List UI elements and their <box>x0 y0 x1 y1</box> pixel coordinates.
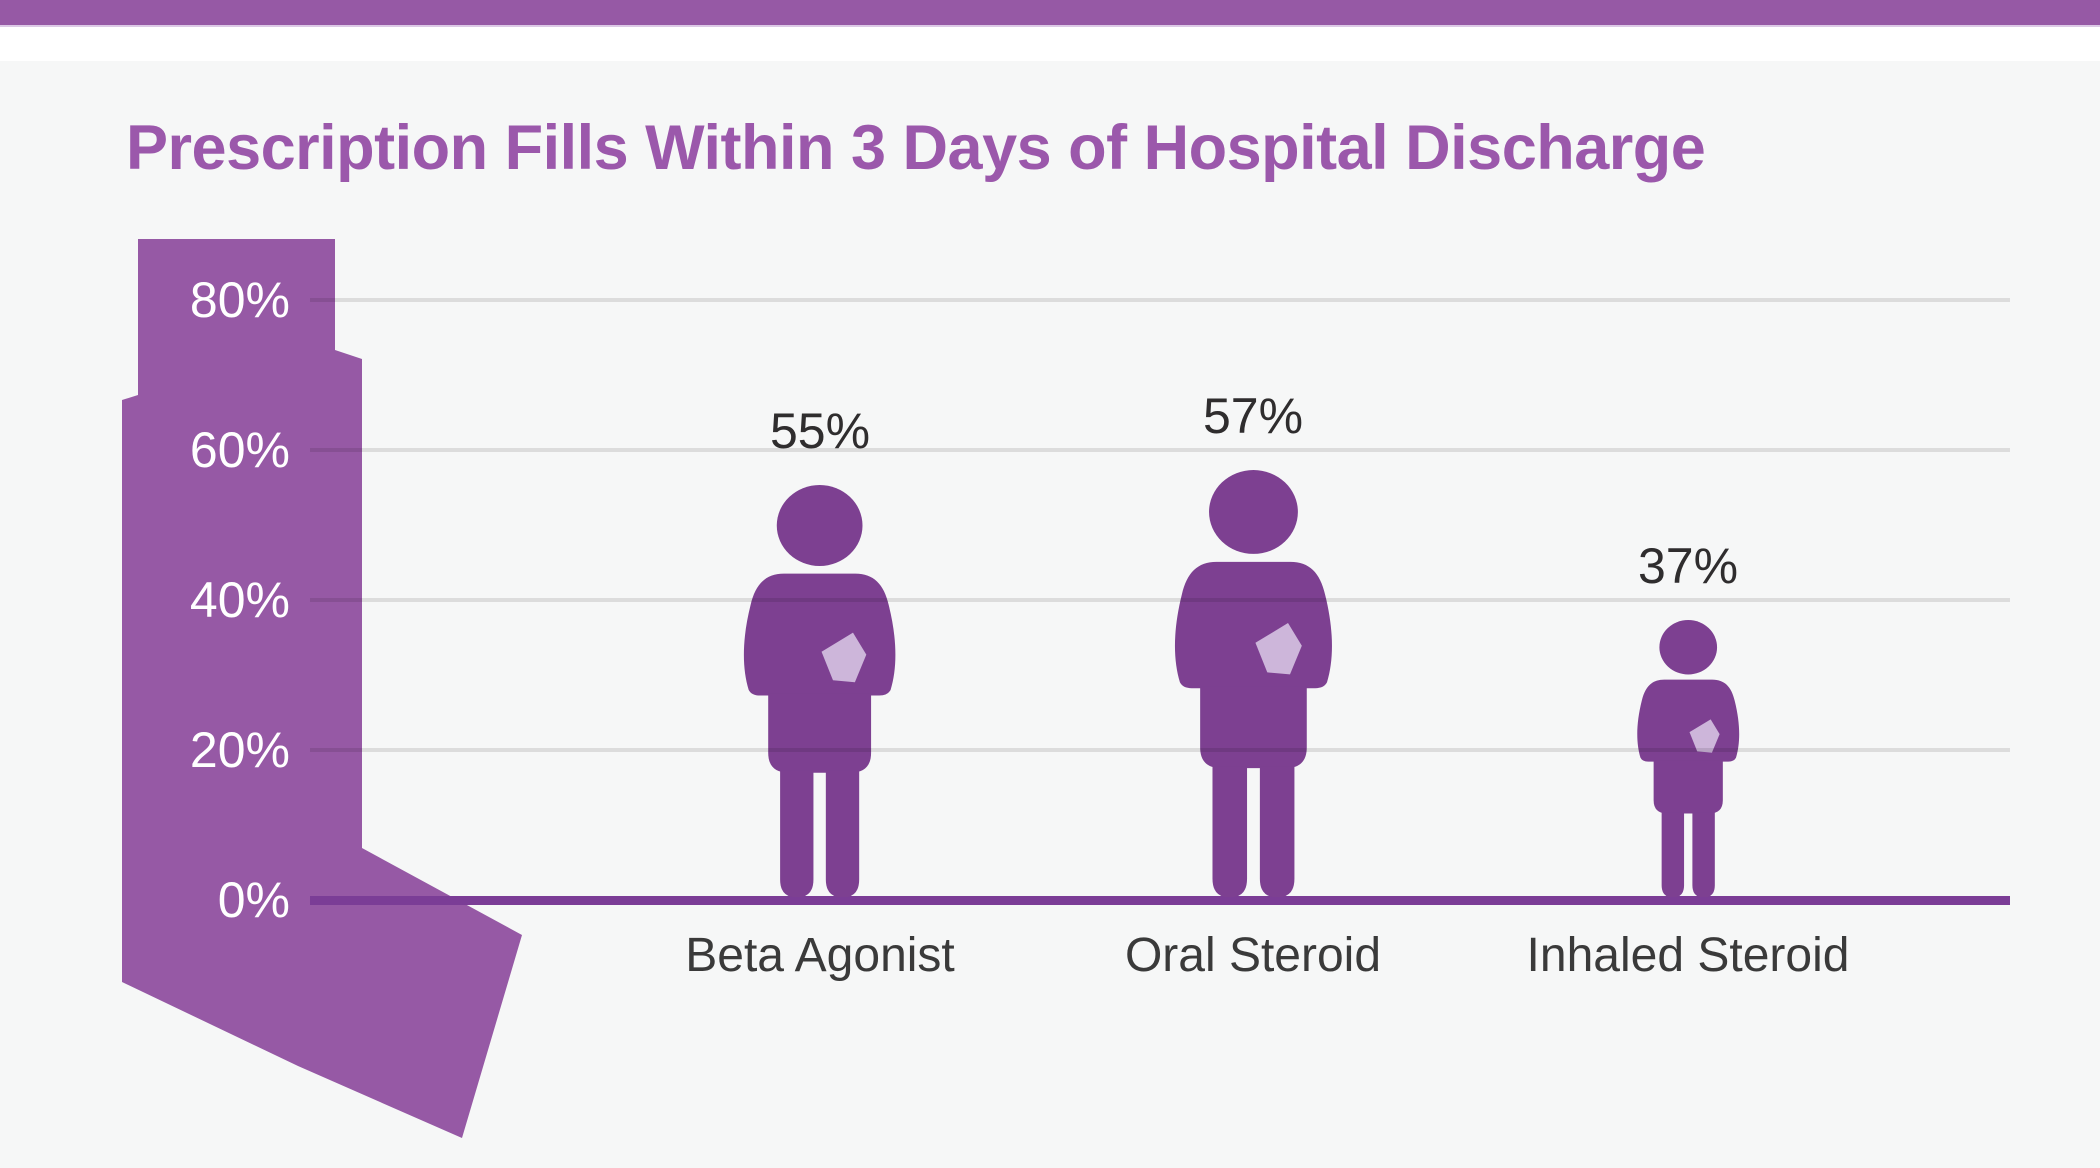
person-icon <box>1637 619 1739 897</box>
person-figure-inhaled-steroid <box>1636 619 1740 898</box>
category-label-inhaled-steroid: Inhaled Steroid <box>1526 929 1850 982</box>
chart-background <box>0 61 2100 1168</box>
value-label-beta-agonist: 55% <box>769 402 871 459</box>
gridline-80pct <box>310 298 2010 302</box>
person-figure-beta-agonist <box>742 484 897 898</box>
person-icon <box>744 484 896 897</box>
category-label-oral-steroid: Oral Steroid <box>1124 929 1382 982</box>
value-label-inhaled-steroid: 37% <box>1637 537 1739 594</box>
gridline-60pct <box>310 448 2010 452</box>
gridline-20pct <box>310 748 2010 752</box>
y-tick-0: 0% <box>217 872 290 928</box>
person-figure-oral-steroid <box>1173 469 1334 898</box>
value-label-oral-steroid: 57% <box>1202 387 1304 444</box>
category-label-beta-agonist: Beta Agonist <box>685 929 955 982</box>
x-axis-line <box>310 896 2010 905</box>
y-tick-20: 20% <box>189 722 290 778</box>
y-tick-60: 60% <box>189 422 290 478</box>
gridline-40pct <box>310 598 2010 602</box>
top-accent-stripe <box>0 0 2100 27</box>
person-icon <box>1174 469 1332 897</box>
y-tick-80: 80% <box>189 272 290 328</box>
y-tick-40: 40% <box>189 572 290 628</box>
chart-title: Prescription Fills Within 3 Days of Hosp… <box>126 113 1706 183</box>
